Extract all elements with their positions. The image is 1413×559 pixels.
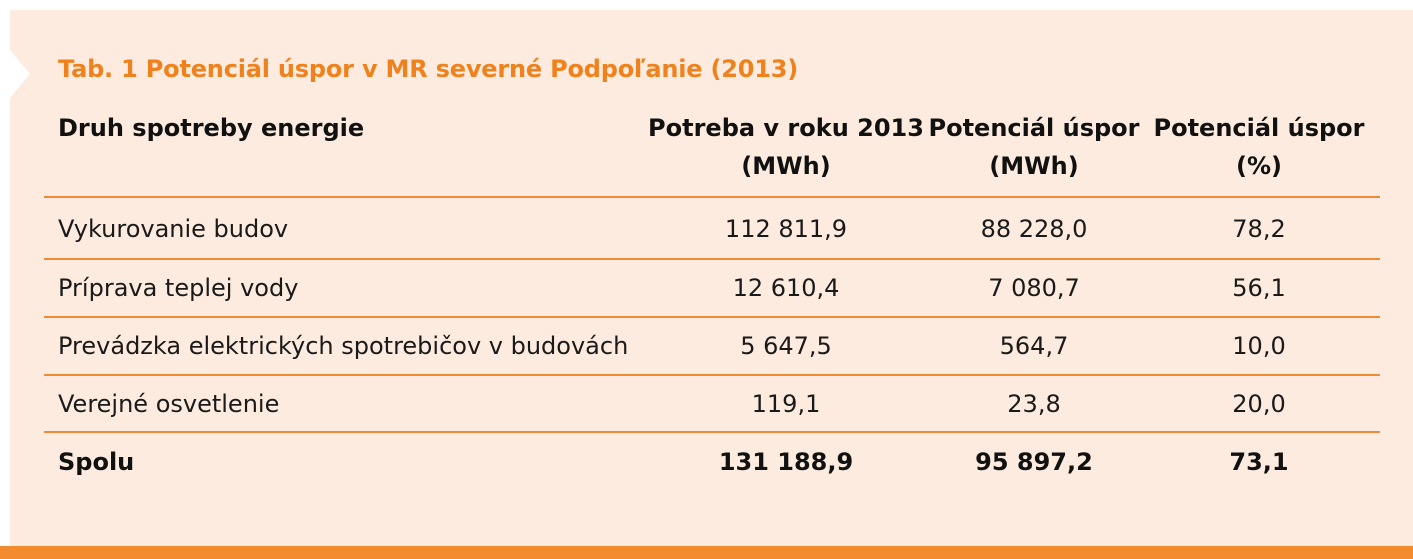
header-demand-2013-line1: Potreba v roku 2013 bbox=[648, 114, 924, 142]
header-savings-percent: Potenciál úspor (%) bbox=[1144, 109, 1374, 185]
row-label: Verejné osvetlenie bbox=[58, 390, 280, 418]
row-savings-mwh: 564,7 bbox=[999, 332, 1069, 360]
header-energy-type: Druh spotreby energie bbox=[58, 109, 364, 147]
row-label: Príprava teplej vody bbox=[58, 274, 299, 302]
row-label: Vykurovanie budov bbox=[58, 215, 289, 243]
row-demand: 5 647,5 bbox=[740, 332, 832, 360]
table-row: Vykurovanie budov 112 811,9 88 228,0 78,… bbox=[0, 200, 1413, 258]
row-savings-percent: 10,0 bbox=[1232, 332, 1286, 360]
header-savings-mwh-line1: Potenciál úspor bbox=[928, 114, 1140, 142]
table-panel bbox=[10, 10, 1413, 546]
total-label: Spolu bbox=[58, 448, 135, 476]
header-demand-2013-line2: (MWh) bbox=[741, 152, 831, 180]
row-divider bbox=[44, 196, 1380, 198]
table-row: Príprava teplej vody 12 610,4 7 080,7 56… bbox=[0, 259, 1413, 317]
row-demand: 12 610,4 bbox=[732, 274, 840, 302]
header-demand-2013: Potreba v roku 2013 (MWh) bbox=[640, 109, 932, 185]
total-savings-percent: 73,1 bbox=[1229, 448, 1289, 476]
total-demand: 131 188,9 bbox=[718, 448, 854, 476]
row-label: Prevádzka elektrických spotrebičov v bud… bbox=[58, 332, 629, 360]
table-row: Verejné osvetlenie 119,1 23,8 20,0 bbox=[0, 375, 1413, 433]
header-energy-type-line1: Druh spotreby energie bbox=[58, 114, 365, 142]
row-savings-mwh: 7 080,7 bbox=[988, 274, 1080, 302]
row-divider bbox=[44, 316, 1380, 318]
row-savings-percent: 20,0 bbox=[1232, 390, 1286, 418]
row-savings-mwh: 23,8 bbox=[1007, 390, 1061, 418]
table-row: Prevádzka elektrických spotrebičov v bud… bbox=[0, 317, 1413, 375]
bottom-accent-bar bbox=[0, 546, 1413, 559]
total-savings-mwh: 95 897,2 bbox=[975, 448, 1093, 476]
header-savings-percent-line1: Potenciál úspor bbox=[1153, 114, 1365, 142]
header-savings-mwh: Potenciál úspor (MWh) bbox=[922, 109, 1146, 185]
header-savings-mwh-line2: (MWh) bbox=[989, 152, 1079, 180]
row-divider bbox=[44, 431, 1380, 433]
table-row-total: Spolu 131 188,9 95 897,2 73,1 bbox=[0, 433, 1413, 491]
panel-notch bbox=[10, 50, 30, 98]
row-savings-mwh: 88 228,0 bbox=[980, 215, 1088, 243]
row-demand: 119,1 bbox=[751, 390, 821, 418]
row-divider bbox=[44, 258, 1380, 260]
row-savings-percent: 56,1 bbox=[1232, 274, 1286, 302]
row-demand: 112 811,9 bbox=[724, 215, 848, 243]
table-title: Tab. 1 Potenciál úspor v MR severné Podp… bbox=[58, 55, 799, 83]
header-savings-percent-line2: (%) bbox=[1236, 152, 1282, 180]
row-divider bbox=[44, 374, 1380, 376]
row-savings-percent: 78,2 bbox=[1232, 215, 1286, 243]
